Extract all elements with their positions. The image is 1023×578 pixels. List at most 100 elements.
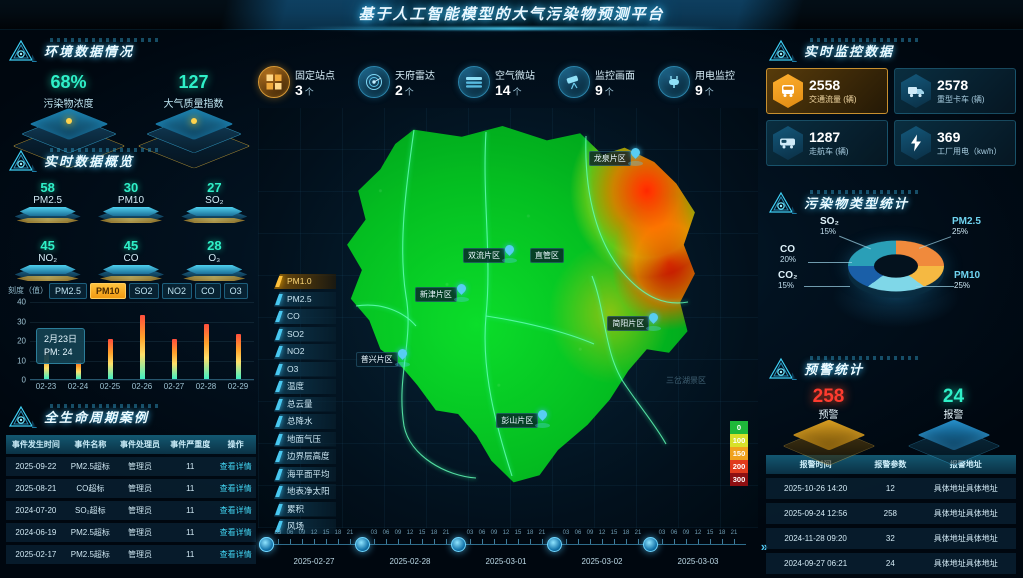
timeline-hour-label: 06 [382, 530, 390, 536]
realtime-monitor-panel: 实时监控数据 2558 交通流量 (辆) [766, 38, 1016, 176]
map-layer-item[interactable]: O3 [274, 361, 336, 377]
bar[interactable] [203, 324, 209, 379]
monitor-value: 369 [937, 129, 961, 145]
monitor-card-truck[interactable]: 2578 重型卡车 (辆) [894, 68, 1016, 114]
bar-slot[interactable] [222, 301, 254, 379]
table-row[interactable]: 2024-11-28 09:20 32 具体地址具体地址 [766, 528, 1016, 549]
map-marker[interactable]: 简阳片区 [607, 311, 662, 332]
table-row[interactable]: 2025-09-24 12:56 258 具体地址具体地址 [766, 503, 1016, 524]
map-layer-item[interactable]: 地表净太阳辐射 [274, 484, 336, 499]
gas-value: 27 [207, 180, 222, 195]
bar-slot[interactable] [126, 301, 158, 379]
table-row[interactable]: 2025-02-17 PM2.5超标 管理员 11 查看详情 [6, 545, 256, 564]
gridline [30, 380, 254, 381]
table-row[interactable]: 2024-06-19 PM2.5超标 管理员 11 查看详情 [6, 523, 256, 542]
table-row[interactable]: 2025-09-22 PM2.5超标 管理员 11 查看详情 [6, 457, 256, 476]
table-row[interactable]: 2025-08-21 CO超标 管理员 11 查看详情 [6, 479, 256, 498]
map-marker[interactable]: 直管区 [529, 245, 564, 263]
microstation-icon [458, 66, 490, 98]
stat-unit: 个 [304, 86, 314, 97]
leader-line [916, 286, 954, 287]
bar-slot[interactable] [30, 301, 62, 379]
map-marker[interactable]: 普兴片区 [355, 347, 410, 368]
view-detail-link[interactable]: 查看详情 [215, 523, 256, 542]
table-cell: SO₂超标 [65, 501, 115, 520]
monitor-value: 2558 [809, 77, 841, 93]
hex-pad-graphic [97, 265, 164, 281]
bar[interactable] [171, 339, 177, 379]
bar[interactable] [43, 349, 49, 379]
bar-slot[interactable] [94, 301, 126, 379]
gas-card: 30 PM10 [89, 180, 172, 232]
stat-micro-station[interactable]: 空气微站 14 个 [458, 58, 558, 106]
view-detail-link[interactable]: 查看详情 [215, 545, 256, 564]
map-marker[interactable]: 新津片区 [414, 282, 469, 303]
map-layer-item[interactable]: 地面气压 [274, 431, 336, 447]
bar[interactable] [139, 314, 145, 379]
map-layer-item[interactable]: 总云量 [274, 396, 336, 412]
table-row[interactable]: 2024-07-20 SO₂超标 管理员 11 查看详情 [6, 501, 256, 520]
timeline-node[interactable] [643, 537, 658, 552]
bar[interactable] [75, 359, 81, 379]
map-marker[interactable]: 双流片区 [463, 242, 517, 263]
view-detail-link[interactable]: 查看详情 [215, 501, 256, 520]
map-layer-item[interactable]: 总降水 [274, 414, 336, 429]
timeline-node[interactable] [259, 537, 274, 552]
timeline-date-label: 2025-03-03 [677, 557, 719, 566]
timeline-next-icon[interactable]: » [760, 539, 768, 554]
pie-label-name: PM2.5 [952, 216, 981, 227]
app-header: 基于人工智能模型的大气污染物预测平台 [0, 0, 1023, 30]
timeline-node[interactable] [547, 537, 562, 552]
tab-so2[interactable]: SO2 [128, 282, 159, 299]
view-detail-link[interactable]: 查看详情 [215, 479, 256, 498]
map-layer-item[interactable]: 累积 [274, 501, 336, 517]
radar-icon [358, 66, 390, 98]
map-layer-item[interactable]: 温度 [274, 379, 336, 394]
map-layer-item[interactable]: 风场 [274, 519, 336, 534]
map-layer-list[interactable]: PM1.0 PM2.5 CO SO2 NO2 O3 温度总云量总降水地面气压边界层高度海平面… [274, 274, 336, 537]
table-row[interactable]: 2024-09-27 06:21 24 具体地址具体地址 [766, 553, 1016, 574]
tab-o3[interactable]: O3 [223, 282, 248, 299]
timeline-tick [590, 539, 591, 544]
bar-slot[interactable] [62, 301, 94, 379]
pie-label-so2: SO₂ 15% [820, 216, 839, 236]
monitor-card-van[interactable]: 1287 走航车 (辆) [766, 120, 888, 166]
timeline-node[interactable] [355, 537, 370, 552]
map-layer-item[interactable]: NO2 [274, 344, 336, 359]
bar-slot[interactable] [190, 301, 222, 379]
bar[interactable] [107, 339, 113, 379]
table-row[interactable]: 2025-10-26 14:20 12 具体地址具体地址 [766, 478, 1016, 499]
timeline-hour-label: 18 [334, 530, 342, 536]
bar-slot[interactable] [158, 301, 190, 379]
timeline-hour-label: 15 [706, 530, 714, 536]
map-layer-item[interactable]: PM2.5 [274, 291, 336, 307]
pollution-heatmap[interactable]: 龙泉片区 双流片区 直管区 新津片区 简阳片区 普兴片区 彭山片区 三岔湖景区 … [258, 108, 758, 534]
hex-pad-graphic [97, 207, 164, 223]
gas-value: 45 [123, 238, 139, 253]
header-dots [50, 404, 160, 408]
map-layer-item[interactable]: SO2 [274, 326, 336, 342]
map-layer-item[interactable]: CO [274, 309, 336, 324]
monitor-card-power[interactable]: 369 工厂用电（kw/h） [894, 120, 1016, 166]
map-marker[interactable]: 彭山片区 [496, 408, 551, 429]
time-slider[interactable]: 2025-02-27 03 06 09 12 15 18 21 2025-02-28 03 06 09… [258, 530, 768, 574]
monitor-card-traffic[interactable]: 2558 交通流量 (辆) [766, 68, 888, 114]
tab-pm25[interactable]: PM2.5 [49, 282, 88, 299]
view-detail-link[interactable]: 查看详情 [215, 457, 256, 476]
timeline-tick [566, 539, 567, 544]
map-layer-item[interactable]: 边界层高度 [274, 449, 336, 464]
timeline-track[interactable] [266, 544, 746, 545]
tab-no2[interactable]: NO2 [161, 282, 193, 299]
stat-value: 9 [595, 81, 603, 98]
tab-co[interactable]: CO [195, 282, 221, 299]
map-layer-item[interactable]: 海平面平均气压 [274, 466, 336, 482]
map-marker[interactable]: 龙泉片区 [588, 145, 643, 166]
tab-pm10[interactable]: PM10 [90, 282, 126, 299]
timeline-node[interactable] [451, 537, 466, 552]
map-layer-item[interactable]: PM1.0 [274, 274, 336, 289]
bar[interactable] [235, 334, 241, 379]
